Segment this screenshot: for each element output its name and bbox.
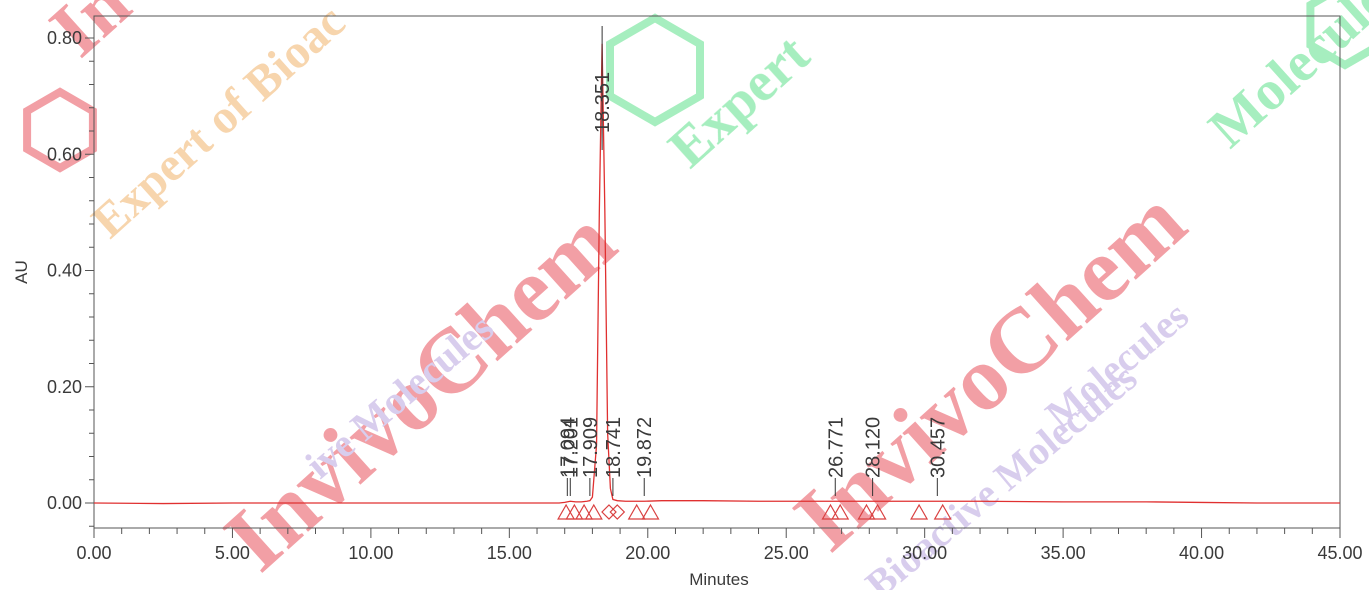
peak-label: 18.351 (592, 72, 614, 133)
peak-marker-triangle (868, 503, 887, 520)
y-tick-label: 0.40 (47, 261, 82, 281)
peak-label: 17.909 (580, 417, 602, 478)
peak-marker-triangle (641, 503, 660, 520)
y-tick-label: 0.60 (47, 144, 82, 164)
x-tick-label: 45.00 (1317, 543, 1362, 563)
peak-marker-triangle (857, 503, 876, 520)
x-tick-label: 20.00 (625, 543, 670, 563)
peak-marker-diamond (601, 504, 617, 520)
peak-marker-triangle (821, 503, 840, 520)
peak-label: 17.201 (560, 417, 582, 478)
watermark-logo-hexagon (606, 13, 704, 127)
watermark-logo-hexagon (1306, 0, 1369, 70)
peak-marker-triangle (584, 503, 603, 520)
peak-marker-triangle (831, 503, 850, 520)
peak-label: 30.457 (927, 417, 949, 478)
y-tick-label: 0.80 (47, 28, 82, 48)
peak-label: 17.094 (557, 417, 579, 478)
peak-label: 19.872 (634, 417, 656, 478)
peak-marker-triangle (565, 503, 584, 520)
x-axis: 0.00 5.00 10.00 15.00 20.00 25.00 30.00 35.00 40… (76, 528, 1363, 563)
chromatogram-trace (93, 43, 1340, 505)
watermark-logo-hexagon (23, 87, 97, 173)
peak-label: 18.741 (603, 417, 625, 478)
peak-label: 26.771 (825, 417, 847, 478)
x-tick-label: 10.00 (348, 543, 393, 563)
x-tick-label: 25.00 (764, 543, 809, 563)
peak-marker-diamond (609, 504, 626, 520)
x-tick-label: 30.00 (902, 543, 947, 563)
peak-marker-triangle (933, 503, 952, 520)
y-axis: 0.00 0.20 0.40 0.60 0.80 (47, 28, 94, 527)
x-axis-title: Minutes (689, 570, 749, 589)
x-tick-label: 35.00 (1041, 543, 1086, 563)
x-tick-label: 15.00 (487, 543, 532, 563)
peak-label: 28.120 (863, 417, 885, 478)
peak-marker-triangle (627, 503, 646, 520)
x-tick-label: 40.00 (1179, 543, 1224, 563)
plot-frame (93, 15, 1341, 529)
x-tick-label: 5.00 (215, 543, 250, 563)
watermark-text: Expert (657, 23, 821, 180)
x-tick-label: 0.00 (76, 543, 111, 563)
peak-marker-triangle (557, 503, 576, 520)
peak-marker-triangle (910, 503, 929, 520)
peak-markers (557, 503, 952, 520)
y-tick-label: 0.00 (47, 493, 82, 513)
y-tick-label: 0.20 (47, 377, 82, 397)
peak-marker-triangle (575, 503, 594, 520)
y-axis-title: AU (12, 260, 31, 284)
series-layer (93, 43, 1340, 505)
watermark-text: Molecules (1197, 0, 1369, 160)
